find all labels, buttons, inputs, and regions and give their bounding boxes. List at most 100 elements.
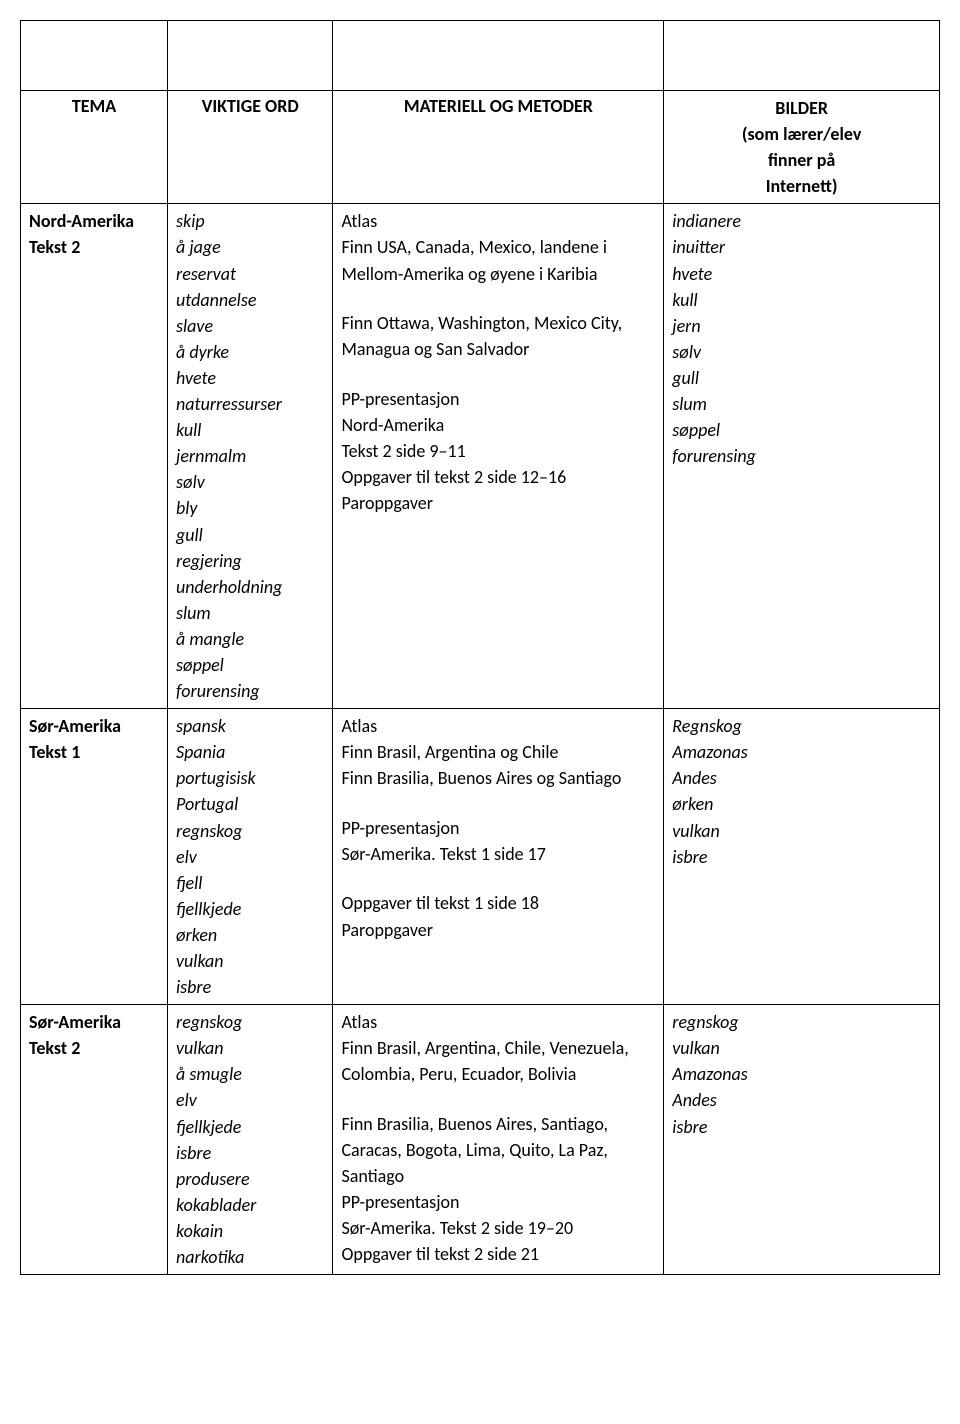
tema-line: Tekst 2: [29, 1035, 159, 1061]
cell-mat: AtlasFinn Brasil, Argentina og ChileFinn…: [333, 709, 664, 1005]
mat-line: Sør-Amerika. Tekst 2 side 19–20: [341, 1215, 655, 1241]
ord-line: å dyrke: [176, 339, 324, 365]
mat-line: Paroppgaver: [341, 917, 655, 943]
empty-header-cell: [333, 21, 664, 91]
mat-line: Atlas: [341, 208, 655, 234]
ord-line: Portugal: [176, 791, 324, 817]
mat-line: Atlas: [341, 713, 655, 739]
ord-line: kokain: [176, 1218, 324, 1244]
empty-header-cell: [168, 21, 333, 91]
ord-line: elv: [176, 1087, 324, 1113]
bild-line: hvete: [672, 261, 931, 287]
mat-line: [341, 867, 655, 890]
bild-line: vulkan: [672, 1035, 931, 1061]
ord-line: fjellkjede: [176, 896, 324, 922]
mat-line: Sør-Amerika. Tekst 1 side 17: [341, 841, 655, 867]
cell-mat: AtlasFinn USA, Canada, Mexico, landene i…: [333, 204, 664, 709]
header-ord: VIKTIGE ORD: [168, 91, 333, 204]
ord-line: slum: [176, 600, 324, 626]
bild-line: isbre: [672, 844, 931, 870]
table-row: Nord-AmerikaTekst 2skipå jagereservatutd…: [21, 204, 940, 709]
tema-line: Nord-Amerika: [29, 208, 159, 234]
mat-line: [341, 287, 655, 310]
ord-line: regjering: [176, 548, 324, 574]
cell-ord: skipå jagereservatutdannelseslaveå dyrke…: [168, 204, 333, 709]
bild-line: inuitter: [672, 234, 931, 260]
mat-line: Oppgaver til tekst 1 side 18: [341, 890, 655, 916]
ord-line: regnskog: [176, 1009, 324, 1035]
tema-line: Sør-Amerika: [29, 1009, 159, 1035]
ord-line: kokablader: [176, 1192, 324, 1218]
ord-line: skip: [176, 208, 324, 234]
mat-line: PP-presentasjon: [341, 1189, 655, 1215]
cell-ord: regnskogvulkanå smugleelvfjellkjedeisbre…: [168, 1005, 333, 1275]
ord-line: søppel: [176, 652, 324, 678]
ord-line: produsere: [176, 1166, 324, 1192]
bild-line: ørken: [672, 791, 931, 817]
mat-line: Finn Brasil, Argentina og Chile: [341, 739, 655, 765]
table-row: Sør-AmerikaTekst 1spanskSpaniaportugisis…: [21, 709, 940, 1005]
header-bild-line2: (som lærer/elev: [672, 121, 931, 147]
header-bild-line1: BILDER: [672, 95, 931, 121]
ord-line: portugisisk: [176, 765, 324, 791]
tema-line: Tekst 2: [29, 234, 159, 260]
ord-line: isbre: [176, 1140, 324, 1166]
mat-line: Finn Brasil, Argentina, Chile, Venezuela…: [341, 1035, 655, 1087]
cell-mat: AtlasFinn Brasil, Argentina, Chile, Vene…: [333, 1005, 664, 1275]
empty-header-cell: [21, 21, 168, 91]
header-bild: BILDER (som lærer/elev finner på Interne…: [664, 91, 940, 204]
ord-line: å mangle: [176, 626, 324, 652]
bild-line: gull: [672, 365, 931, 391]
bild-line: Regnskog: [672, 713, 931, 739]
cell-ord: spanskSpaniaportugisiskPortugalregnskoge…: [168, 709, 333, 1005]
header-mat: MATERIELL OG METODER: [333, 91, 664, 204]
ord-line: slave: [176, 313, 324, 339]
mat-line: PP-presentasjon: [341, 386, 655, 412]
mat-line: Oppgaver til tekst 2 side 12–16: [341, 464, 655, 490]
ord-line: elv: [176, 844, 324, 870]
cell-bild: indianereinuitterhvetekulljernsølvgullsl…: [664, 204, 940, 709]
ord-line: naturressurser: [176, 391, 324, 417]
mat-line: Tekst 2 side 9–11: [341, 438, 655, 464]
cell-bild: RegnskogAmazonasAndesørkenvulkanisbre: [664, 709, 940, 1005]
cell-bild: regnskogvulkanAmazonasAndesisbre: [664, 1005, 940, 1275]
mat-line: Oppgaver til tekst 2 side 21: [341, 1241, 655, 1267]
cell-tema: Sør-AmerikaTekst 1: [21, 709, 168, 1005]
header-bild-line3: finner på: [672, 147, 931, 173]
bild-line: sølv: [672, 339, 931, 365]
header-tema: TEMA: [21, 91, 168, 204]
mat-line: Finn USA, Canada, Mexico, landene i Mell…: [341, 234, 655, 286]
ord-line: forurensing: [176, 678, 324, 704]
ord-line: spansk: [176, 713, 324, 739]
mat-line: PP-presentasjon: [341, 815, 655, 841]
bild-line: kull: [672, 287, 931, 313]
bild-line: indianere: [672, 208, 931, 234]
ord-line: gull: [176, 522, 324, 548]
ord-line: å jage: [176, 234, 324, 260]
ord-line: vulkan: [176, 1035, 324, 1061]
ord-line: ørken: [176, 922, 324, 948]
bild-line: Andes: [672, 765, 931, 791]
ord-line: Spania: [176, 739, 324, 765]
ord-line: isbre: [176, 974, 324, 1000]
ord-line: regnskog: [176, 818, 324, 844]
bild-line: søppel: [672, 417, 931, 443]
mat-line: [341, 1087, 655, 1110]
header-bild-line4: Internett): [672, 173, 931, 199]
bild-line: vulkan: [672, 818, 931, 844]
ord-line: vulkan: [176, 948, 324, 974]
mat-line: [341, 362, 655, 385]
bild-line: forurensing: [672, 443, 931, 469]
mat-line: Atlas: [341, 1009, 655, 1035]
mat-line: Nord-Amerika: [341, 412, 655, 438]
mat-line: Paroppgaver: [341, 490, 655, 516]
bild-line: isbre: [672, 1114, 931, 1140]
ord-line: jernmalm: [176, 443, 324, 469]
tema-line: Tekst 1: [29, 739, 159, 765]
mat-line: [341, 791, 655, 814]
ord-line: fjellkjede: [176, 1114, 324, 1140]
ord-line: fjell: [176, 870, 324, 896]
empty-header-cell: [664, 21, 940, 91]
curriculum-table: TEMA VIKTIGE ORD MATERIELL OG METODER BI…: [20, 20, 940, 1275]
bild-line: Andes: [672, 1087, 931, 1113]
